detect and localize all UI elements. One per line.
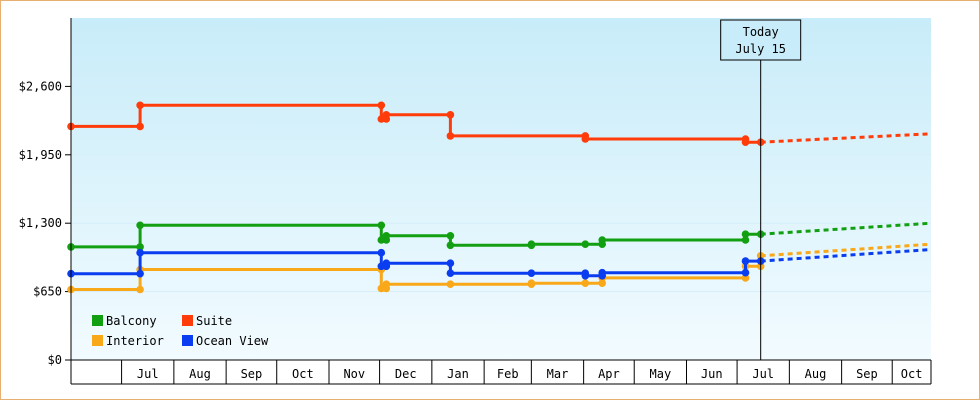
data-point-suite [581, 135, 590, 143]
today-marker: Today July 15 [720, 19, 802, 360]
series-suite [67, 101, 932, 146]
data-point-interior [136, 285, 144, 294]
data-point-suite [446, 132, 455, 140]
legend-label: Ocean View [196, 334, 269, 348]
data-point-ocean-view [598, 268, 606, 277]
y-gridlines [71, 85, 931, 293]
data-point-interior [382, 280, 391, 289]
x-tick-label: Dec [395, 367, 417, 381]
data-point-suite [741, 138, 750, 146]
forecast-line-balcony [760, 221, 932, 236]
x-tick-label: May [650, 367, 672, 381]
data-point-ocean-view [136, 248, 144, 257]
data-point-ocean-view [581, 272, 590, 280]
data-point-suite [446, 111, 455, 119]
y-tick-label: $650 [33, 285, 62, 299]
today-date-label: July 15 [735, 42, 786, 56]
data-point-balcony [136, 221, 144, 230]
data-point-balcony [598, 236, 606, 244]
legend-swatch [182, 335, 193, 346]
data-point-suite [136, 101, 144, 110]
data-point-ocean-view [136, 269, 144, 278]
data-point-suite [136, 122, 144, 131]
legend: Balcony Suite Interior Ocean View [92, 314, 269, 348]
legend-label: Balcony [106, 314, 157, 328]
x-tick-label: Jul [137, 367, 159, 381]
forecast-line-suite [760, 132, 932, 144]
x-tick-label: Apr [598, 367, 620, 381]
data-point-interior [598, 279, 606, 288]
data-point-ocean-view [741, 257, 750, 265]
x-tick-label: Mar [547, 367, 569, 381]
x-tick-label: Jun [701, 367, 723, 381]
x-tick-label: Sep [856, 367, 878, 381]
forecast-line-interior [760, 242, 932, 258]
today-box [720, 19, 802, 61]
data-point-interior [446, 280, 455, 289]
x-axis: Jul Aug Sep Oct Nov Dec Jan Feb Mar Apr May Jun Jul A… [71, 360, 932, 385]
x-tick-label: Nov [343, 367, 365, 381]
forecast-line-ocean-view [760, 248, 932, 263]
legend-swatch [182, 315, 193, 326]
y-tick-label: $2,600 [19, 79, 62, 93]
x-tick-label: Jul [752, 367, 774, 381]
data-point-interior [527, 279, 536, 288]
legend-swatch [92, 335, 103, 346]
series-line-suite [71, 103, 761, 144]
data-point-balcony [741, 236, 750, 244]
today-label: Today [743, 25, 779, 39]
x-tick-label: Aug [189, 367, 211, 381]
x-tick-label: Sep [241, 367, 263, 381]
data-point-ocean-view [382, 259, 391, 268]
series-balcony [67, 221, 932, 251]
y-tick-label: $1,950 [19, 148, 62, 162]
data-point-suite [377, 101, 386, 110]
data-point-balcony [741, 230, 750, 238]
x-tick-label: Feb [497, 367, 519, 381]
data-point-balcony [446, 241, 455, 250]
legend-swatch [92, 315, 103, 326]
data-point-interior [581, 279, 590, 288]
series-ocean-view [67, 248, 932, 280]
data-point-balcony [136, 243, 144, 251]
data-point-ocean-view [741, 268, 750, 277]
data-point-balcony [527, 240, 536, 248]
data-point-balcony [581, 240, 590, 248]
x-tick-label: Aug [805, 367, 827, 381]
x-tick-label: Jan [447, 367, 469, 381]
series-lines [67, 101, 932, 294]
data-point-ocean-view [527, 269, 536, 278]
x-tick-label: Oct [292, 367, 314, 381]
data-point-interior [741, 274, 750, 282]
y-axis-ticks: $0 $650 $1,300 $1,950 $2,600 [19, 79, 71, 367]
data-point-ocean-view [377, 248, 386, 257]
data-point-suite [382, 111, 391, 119]
data-point-balcony [446, 232, 455, 240]
legend-label: Interior [106, 334, 164, 348]
data-point-ocean-view [446, 269, 455, 278]
y-tick-label: $0 [48, 353, 62, 367]
data-point-balcony [377, 221, 386, 230]
x-tick-label: Oct [901, 367, 923, 381]
legend-label: Suite [196, 314, 232, 328]
plot-background [71, 18, 931, 360]
y-tick-label: $1,300 [19, 216, 62, 230]
data-point-ocean-view [446, 259, 455, 268]
data-point-balcony [382, 232, 391, 240]
